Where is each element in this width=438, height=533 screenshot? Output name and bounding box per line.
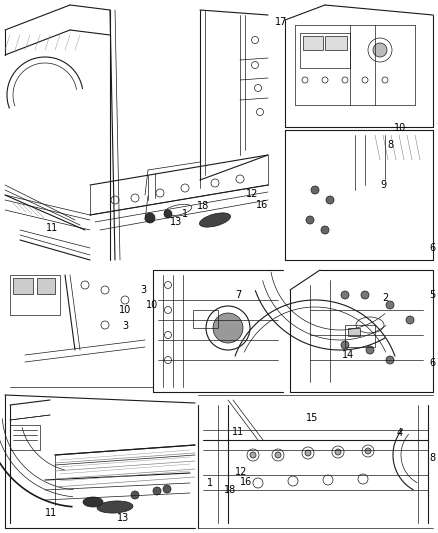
Text: 6: 6 xyxy=(429,358,435,368)
Text: 12: 12 xyxy=(235,467,247,477)
Circle shape xyxy=(386,301,394,309)
Text: 3: 3 xyxy=(140,285,146,295)
Circle shape xyxy=(361,291,369,299)
Bar xyxy=(193,310,218,328)
Text: 13: 13 xyxy=(117,513,129,523)
Text: 16: 16 xyxy=(256,200,268,210)
Circle shape xyxy=(131,491,139,499)
Text: 10: 10 xyxy=(146,300,158,310)
Circle shape xyxy=(163,485,171,493)
Circle shape xyxy=(366,346,374,354)
Text: 11: 11 xyxy=(46,223,58,233)
Bar xyxy=(325,36,347,50)
Ellipse shape xyxy=(199,213,230,227)
Bar xyxy=(300,33,350,68)
Text: 3: 3 xyxy=(122,321,128,331)
Text: 2: 2 xyxy=(382,293,388,303)
Circle shape xyxy=(164,210,172,218)
Text: 8: 8 xyxy=(387,140,393,150)
Text: 8: 8 xyxy=(429,453,435,463)
Circle shape xyxy=(326,196,334,204)
Text: 7: 7 xyxy=(235,290,241,300)
Circle shape xyxy=(275,452,281,458)
Bar xyxy=(10,275,60,315)
Ellipse shape xyxy=(97,501,133,513)
Circle shape xyxy=(321,226,329,234)
Circle shape xyxy=(365,448,371,454)
Circle shape xyxy=(341,291,349,299)
Text: 12: 12 xyxy=(246,189,258,199)
Text: 17: 17 xyxy=(275,17,287,27)
Text: 11: 11 xyxy=(232,427,244,437)
Circle shape xyxy=(305,450,311,456)
Circle shape xyxy=(386,356,394,364)
Text: 1: 1 xyxy=(207,478,213,488)
Text: 5: 5 xyxy=(429,290,435,300)
Circle shape xyxy=(311,186,319,194)
Text: 13: 13 xyxy=(170,217,182,227)
Text: 18: 18 xyxy=(224,485,236,495)
Text: 4: 4 xyxy=(397,428,403,438)
Circle shape xyxy=(145,213,155,223)
Bar xyxy=(37,278,55,294)
Circle shape xyxy=(335,449,341,455)
Circle shape xyxy=(213,313,243,343)
Text: 11: 11 xyxy=(45,508,57,518)
Text: 16: 16 xyxy=(240,477,252,487)
Circle shape xyxy=(373,43,387,57)
Text: 14: 14 xyxy=(342,350,354,360)
Bar xyxy=(13,278,33,294)
Text: 18: 18 xyxy=(197,201,209,211)
Circle shape xyxy=(341,341,349,349)
Ellipse shape xyxy=(83,497,103,507)
Text: 1: 1 xyxy=(182,209,188,219)
Text: 10: 10 xyxy=(394,123,406,133)
Text: 6: 6 xyxy=(429,243,435,253)
Circle shape xyxy=(153,487,161,495)
Bar xyxy=(345,325,375,347)
Circle shape xyxy=(406,316,414,324)
Circle shape xyxy=(250,452,256,458)
Bar xyxy=(348,328,360,336)
Circle shape xyxy=(306,216,314,224)
Text: 10: 10 xyxy=(119,305,131,315)
Text: 9: 9 xyxy=(380,180,386,190)
Bar xyxy=(303,36,323,50)
Text: 15: 15 xyxy=(306,413,318,423)
Bar xyxy=(10,425,40,450)
